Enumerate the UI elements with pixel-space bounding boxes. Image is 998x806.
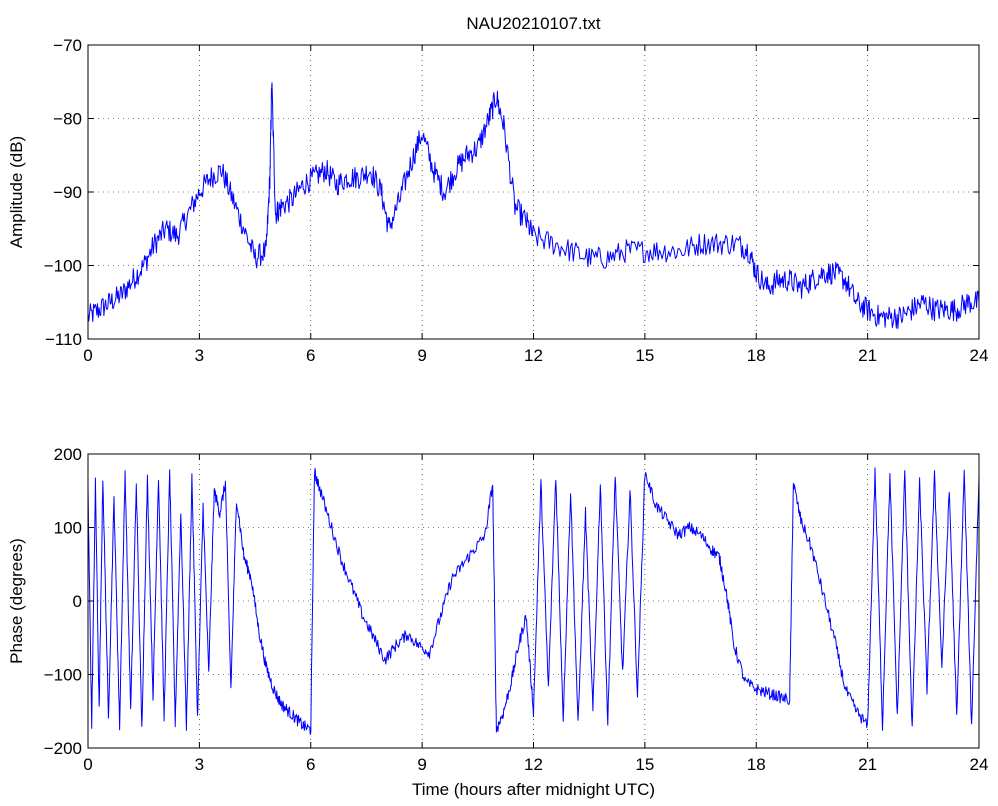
amplitude-grid — [88, 45, 979, 339]
phase-xtick-label-6: 18 — [747, 755, 766, 774]
phase-xtick-label-4: 12 — [524, 755, 543, 774]
phase-series — [87, 467, 980, 735]
phase-ytick-label-4: 200 — [54, 445, 82, 464]
amplitude-series-line-0 — [87, 82, 980, 329]
phase-xtick-label-1: 3 — [195, 755, 204, 774]
amplitude-xtick-label-1: 3 — [195, 346, 204, 365]
amplitude-tick-labels: 0 3 6 9 12 15 18 21 24 −110 −100 −90 −80 −70 — [44, 36, 989, 365]
amplitude-xtick-label-8: 24 — [970, 346, 989, 365]
amplitude-chart-title: NAU20210107.txt — [466, 14, 600, 33]
phase-xtick-label-3: 9 — [417, 755, 426, 774]
phase-ytick-label-0: −200 — [44, 739, 82, 758]
amplitude-xtick-label-3: 9 — [417, 346, 426, 365]
amplitude-xtick-label-0: 0 — [83, 346, 92, 365]
phase-tick-labels: 0 3 6 9 12 15 18 21 24 −200 −100 0 100 200 — [44, 445, 989, 774]
amplitude-ytick-label-1: −100 — [44, 257, 82, 276]
amplitude-y-axis-label: Amplitude (dB) — [7, 136, 26, 248]
amplitude-xtick-label-4: 12 — [524, 346, 543, 365]
phase-xtick-label-7: 21 — [858, 755, 877, 774]
amplitude-xtick-label-5: 15 — [635, 346, 654, 365]
phase-xtick-label-5: 15 — [635, 755, 654, 774]
phase-x-axis-label: Time (hours after midnight UTC) — [412, 780, 655, 799]
phase-xtick-label-0: 0 — [83, 755, 92, 774]
amplitude-xtick-label-6: 18 — [747, 346, 766, 365]
amplitude-ytick-label-4: −70 — [53, 36, 82, 55]
amplitude-series — [87, 82, 980, 329]
phase-xtick-label-8: 24 — [970, 755, 989, 774]
phase-ytick-label-1: −100 — [44, 666, 82, 685]
amplitude-ytick-label-2: −90 — [53, 183, 82, 202]
amplitude-xtick-label-2: 6 — [306, 346, 315, 365]
amplitude-xtick-label-7: 21 — [858, 346, 877, 365]
phase-ytick-label-2: 0 — [73, 592, 82, 611]
amplitude-ytick-label-3: −80 — [53, 110, 82, 129]
phase-xtick-label-2: 6 — [306, 755, 315, 774]
phase-series-line-0 — [87, 467, 980, 735]
phase-ytick-label-3: 100 — [54, 519, 82, 538]
amplitude-ticks — [87, 44, 980, 340]
amplitude-ytick-label-0: −110 — [45, 330, 82, 349]
phase-y-axis-label: Phase (degrees) — [7, 538, 26, 664]
phase-ticks — [87, 453, 980, 749]
amplitude-panel: 0 3 6 9 12 15 18 21 24 −110 −100 −90 −80 −70 NAU20210… — [7, 14, 988, 365]
phase-panel: 0 3 6 9 12 15 18 21 24 −200 −100 0 100 200 Phase (deg… — [7, 445, 988, 799]
